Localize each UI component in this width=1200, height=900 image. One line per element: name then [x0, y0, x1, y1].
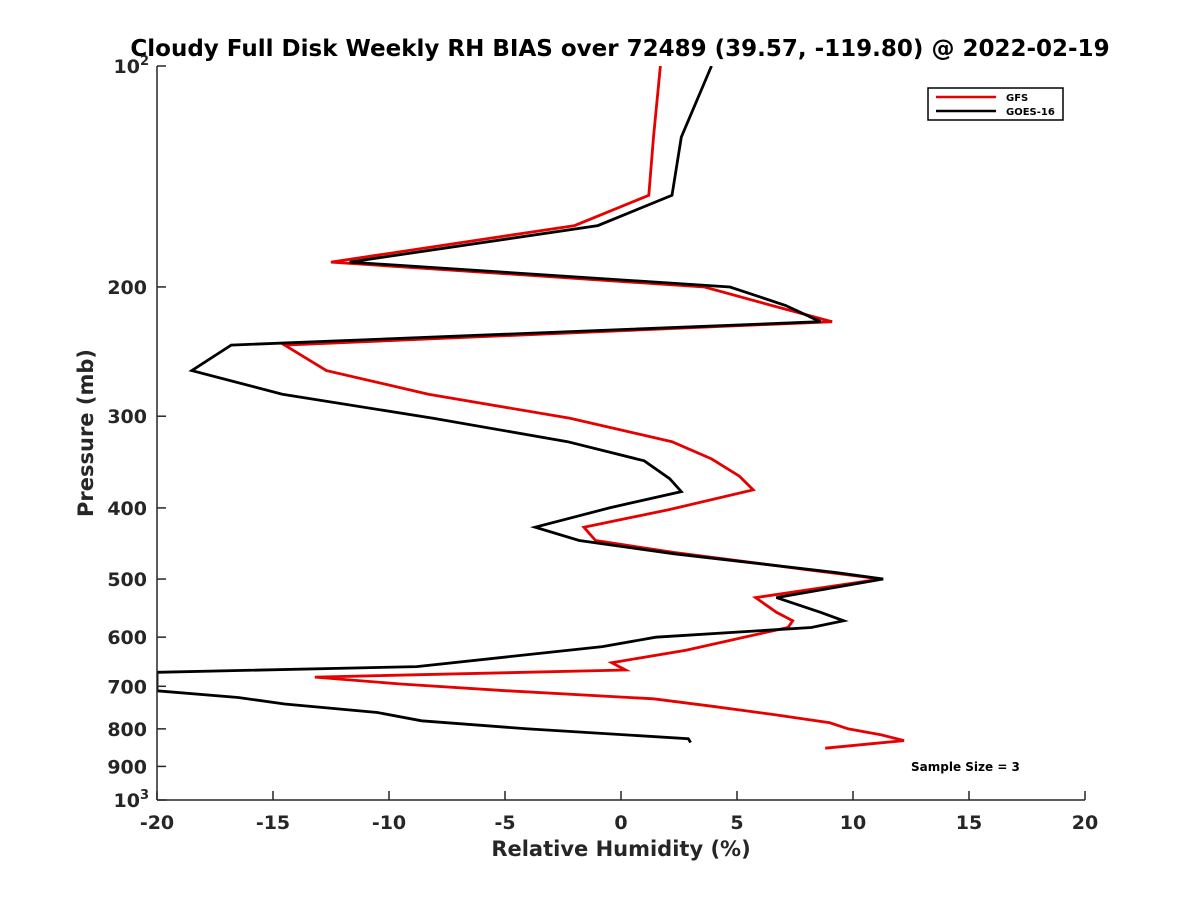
series-line-goes16 — [157, 66, 884, 744]
series-line-gfs — [279, 66, 905, 750]
x-tick-label: -15 — [256, 812, 290, 834]
legend-label-gfs: GFS — [1006, 93, 1028, 104]
y-tick-label: 700 — [107, 676, 147, 698]
sample-size-annotation: Sample Size = 3 — [911, 760, 1020, 774]
legend-label-goes16: GOES-16 — [1006, 107, 1055, 118]
x-tick-label: 5 — [730, 812, 743, 834]
y-tick-label: 800 — [107, 719, 147, 741]
x-tick-label: 10 — [840, 812, 866, 834]
x-tick-label: -10 — [372, 812, 406, 834]
x-tick-label: 15 — [956, 812, 982, 834]
axes — [156, 66, 1085, 801]
x-tick-label: 20 — [1072, 812, 1098, 834]
y-tick-label: 900 — [107, 756, 147, 778]
legend: GFS GOES-16 — [927, 87, 1064, 121]
legend-box — [927, 87, 1064, 121]
y-tick-label: 200 — [107, 277, 147, 299]
y-tick-label: 400 — [107, 498, 147, 520]
y-ticks: 102 200 300 400 500 600 700 800 900 103 — [107, 54, 166, 812]
y-tick-label: 600 — [107, 627, 147, 649]
x-axis-label: Relative Humidity (%) — [491, 837, 750, 861]
x-ticks: -20 -15 -10 -5 0 5 10 15 20 — [140, 791, 1098, 834]
y-tick-label: 103 — [114, 788, 150, 812]
chart-title: Cloudy Full Disk Weekly RH BIAS over 724… — [130, 36, 1109, 62]
series-lines — [157, 66, 905, 750]
y-axis-label: Pressure (mb) — [74, 349, 98, 517]
y-tick-label: 102 — [114, 54, 150, 78]
x-tick-label: -20 — [140, 812, 174, 834]
x-tick-label: 0 — [614, 812, 627, 834]
y-tick-label: 300 — [107, 406, 147, 428]
y-tick-label: 500 — [107, 569, 147, 591]
x-tick-label: -5 — [494, 812, 515, 834]
